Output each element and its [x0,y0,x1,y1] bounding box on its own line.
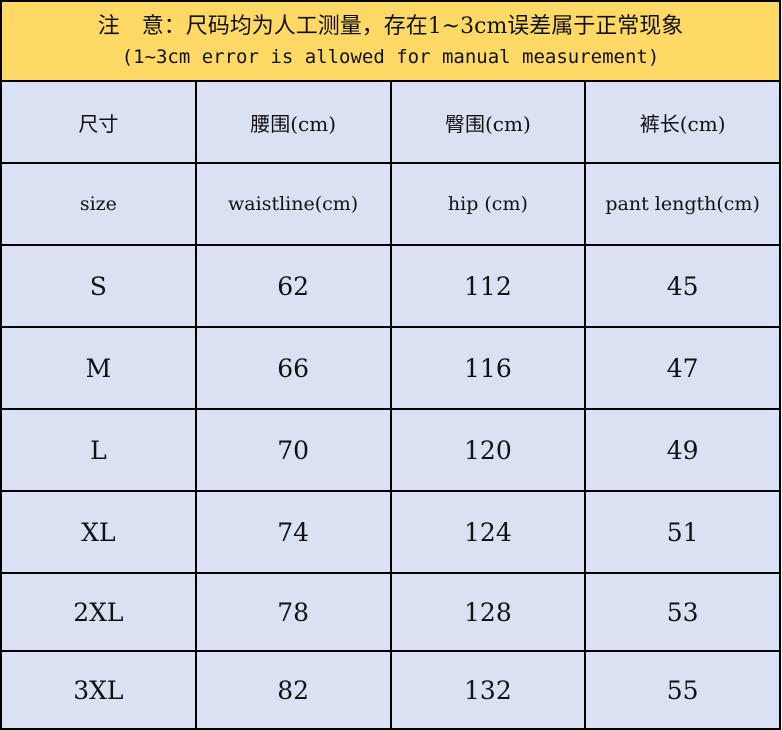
table-row: XL 74 124 51 [0,490,781,574]
size-cell: L [0,408,197,492]
length-cell: 45 [584,244,781,328]
header-cell: 臀围(cm) [389,80,587,164]
header-cell: pant length(cm) [584,162,781,246]
length-cell: 53 [584,572,781,652]
waist-cell: 74 [194,490,392,574]
note-cell: 注 意：尺码均为人工测量，存在1~3cm误差属于正常现象 (1~3cm erro… [0,0,781,82]
waist-cell: 70 [194,408,392,492]
header-cell: hip (cm) [389,162,587,246]
table-row: L 70 120 49 [0,408,781,492]
size-cell: 3XL [0,650,197,730]
note-english: (1~3cm error is allowed for manual measu… [121,46,660,68]
hip-cell: 116 [389,326,587,410]
header-cell: 裤长(cm) [584,80,781,164]
note-row: 注 意：尺码均为人工测量，存在1~3cm误差属于正常现象 (1~3cm erro… [0,0,781,82]
waist-cell: 66 [194,326,392,410]
header-cell: 腰围(cm) [194,80,392,164]
hip-cell: 120 [389,408,587,492]
hip-cell: 112 [389,244,587,328]
waist-cell: 78 [194,572,392,652]
table-row: 3XL 82 132 55 [0,650,781,730]
hip-cell: 132 [389,650,587,730]
waist-cell: 82 [194,650,392,730]
size-cell: XL [0,490,197,574]
length-cell: 47 [584,326,781,410]
hip-cell: 124 [389,490,587,574]
header-row-english: size waistline(cm) hip (cm) pant length(… [0,162,781,246]
header-cell: waistline(cm) [194,162,392,246]
note-chinese: 注 意：尺码均为人工测量，存在1~3cm误差属于正常现象 [97,14,684,39]
waist-cell: 62 [194,244,392,328]
size-cell: M [0,326,197,410]
table-row: S 62 112 45 [0,244,781,328]
size-cell: 2XL [0,572,197,652]
length-cell: 49 [584,408,781,492]
table-row: 2XL 78 128 53 [0,572,781,652]
header-cell: size [0,162,197,246]
length-cell: 51 [584,490,781,574]
size-cell: S [0,244,197,328]
table-row: M 66 116 47 [0,326,781,410]
header-cell: 尺寸 [0,80,197,164]
hip-cell: 128 [389,572,587,652]
length-cell: 55 [584,650,781,730]
header-row-chinese: 尺寸 腰围(cm) 臀围(cm) 裤长(cm) [0,80,781,164]
